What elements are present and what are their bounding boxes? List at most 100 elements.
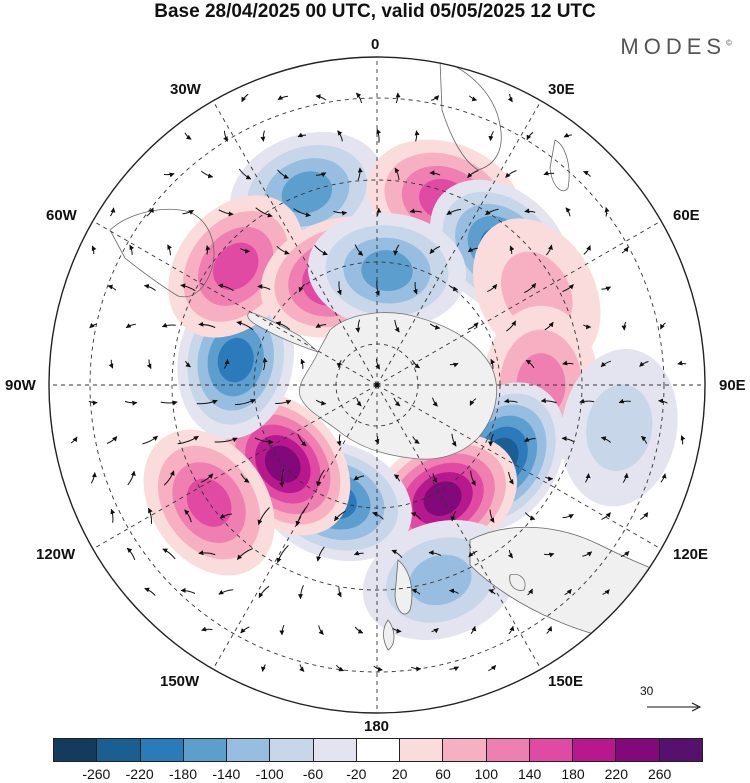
africa-shape <box>439 59 502 171</box>
brand-mark: © <box>726 38 732 48</box>
wind-arrow <box>583 245 591 255</box>
wind-arrow <box>526 131 534 141</box>
wind-arrow <box>336 587 342 598</box>
wind-arrow <box>639 361 649 367</box>
wind-arrow <box>315 399 327 406</box>
wind-arrow <box>129 244 135 255</box>
wind-arrow <box>234 398 256 406</box>
modes-logo: MODES© <box>620 34 732 60</box>
wind-arrow <box>90 472 97 484</box>
colorbar <box>53 738 703 762</box>
colorbar-tick-label: 220 <box>604 766 629 782</box>
wind-arrow <box>525 359 535 369</box>
wind-arrow <box>163 470 175 486</box>
wind-arrow <box>544 552 555 558</box>
wind-arrow <box>184 132 192 140</box>
wind-arrow <box>527 588 533 596</box>
wind-arrow <box>257 507 270 525</box>
wind-arrow <box>295 505 308 527</box>
wind-arrow <box>334 510 346 522</box>
chart-title: Base 28/04/2025 00 UTC, valid 05/05/2025… <box>154 1 596 22</box>
wind-arrow <box>223 359 230 369</box>
wind-arrow <box>315 469 325 487</box>
wind-arrow <box>214 437 238 443</box>
wind-arrow <box>600 360 612 368</box>
wind-arrow <box>394 319 400 333</box>
wind-arrow <box>297 585 304 600</box>
wind-arrow <box>487 284 498 293</box>
colorbar-tick-label: -260 <box>82 766 111 782</box>
wind-arrow <box>508 625 515 635</box>
lon-label-120w: 120W <box>36 546 76 563</box>
wind-arrow <box>660 473 667 483</box>
wind-arrow <box>70 436 78 444</box>
wind-arrow <box>160 400 178 406</box>
wind-arrow <box>641 435 648 444</box>
wind-arrow <box>146 359 152 369</box>
wind-arrow <box>392 628 402 634</box>
wind-arrow <box>562 360 574 366</box>
wind-arrow <box>488 589 496 595</box>
wind-arrow <box>88 400 98 406</box>
wind-arrow <box>148 507 153 524</box>
wind-arrow <box>375 280 380 296</box>
wind-arrow <box>391 549 403 559</box>
wind-arrow <box>336 664 345 672</box>
lon-label-150w: 150W <box>160 673 200 690</box>
wind-arrow <box>262 357 268 371</box>
wind-arrow <box>467 247 478 253</box>
wind-arrow <box>275 321 291 330</box>
wind-arrow <box>394 167 400 180</box>
wind-arrow <box>504 398 518 404</box>
wind-arrow <box>429 323 441 330</box>
wind-arrow <box>297 132 307 138</box>
wind-arrow <box>600 436 612 443</box>
wind-arrow <box>449 666 460 672</box>
wind-arrow <box>604 207 610 217</box>
wind-arrow <box>279 468 285 488</box>
lon-label-60e: 60E <box>673 207 700 224</box>
lon-label-150e: 150E <box>548 673 584 690</box>
wind-arrow <box>315 323 327 328</box>
wind-arrow <box>409 208 423 214</box>
anomaly-contour <box>281 171 333 214</box>
wind-arrow <box>257 284 271 290</box>
colorbar-tick-label: -100 <box>255 766 284 782</box>
wind-arrow <box>355 319 361 333</box>
wind-arrow <box>562 513 574 519</box>
wind-arrow <box>109 207 116 217</box>
wind-arrow <box>298 283 305 293</box>
wind-arrow <box>240 473 250 483</box>
wind-arrow <box>201 473 214 483</box>
colorbar-segment <box>269 739 313 761</box>
wind-arrow <box>375 358 381 370</box>
wind-arrow <box>469 398 477 406</box>
wind-arrow <box>374 436 380 445</box>
wind-arrow <box>429 245 441 254</box>
lon-label-60w: 60W <box>46 207 77 224</box>
wind-arrow <box>108 359 114 369</box>
colorbar-segment <box>528 739 573 761</box>
wind-arrow <box>393 397 401 407</box>
wind-arrow <box>376 128 382 143</box>
tasmania-shape <box>509 573 526 591</box>
wind-arrow <box>236 320 254 331</box>
wind-arrow <box>583 170 591 177</box>
wind-arrow <box>411 359 421 369</box>
wind-arrow <box>546 626 553 634</box>
wind-arrow <box>524 208 536 214</box>
wind-arrow <box>540 398 557 404</box>
wind-arrow <box>508 471 514 485</box>
wind-arrow <box>217 283 234 292</box>
wind-arrow <box>241 93 249 103</box>
wind-arrow <box>524 437 536 442</box>
wind-arrow <box>545 476 554 482</box>
meridian-line <box>92 220 378 386</box>
wind-arrow <box>564 588 572 596</box>
wind-arrow <box>488 433 494 447</box>
meridian-line <box>376 384 662 550</box>
wind-arrow <box>660 322 666 330</box>
brand-text: MODES <box>620 34 727 59</box>
colorbar-tick-label: 140 <box>517 766 542 782</box>
colorbar-segment <box>226 739 270 761</box>
